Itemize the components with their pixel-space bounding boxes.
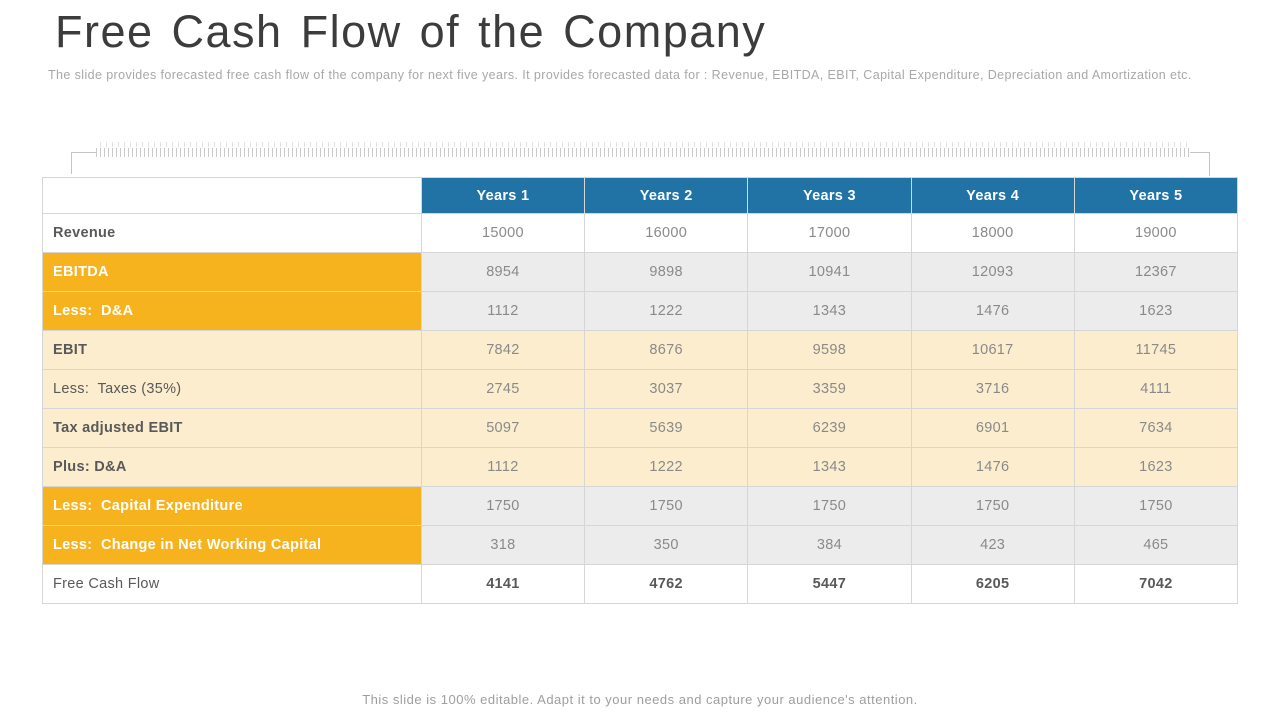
cell-value: 1750 [420,486,586,526]
cell-value: 350 [584,525,749,565]
row-label: Revenue [42,213,422,253]
free-cash-flow-table: Years 1 Years 2 Years 3 Years 4 Years 5 … [42,177,1239,604]
table-body: Revenue 15000 16000 17000 18000 19000 EBITDA 89… [42,213,1239,604]
cell-value: 2745 [420,369,586,409]
cell-value: 9898 [584,252,749,292]
cell-value: 4762 [584,564,749,604]
row-label: Less: Capital Expenditure [42,486,422,526]
cell-value: 3359 [747,369,912,409]
cell-value: 10941 [747,252,912,292]
cell-value: 3716 [910,369,1075,409]
row-label: Less: Change in Net Working Capital [42,525,422,565]
cell-value: 17000 [747,213,912,253]
table-row: Revenue 15000 16000 17000 18000 19000 [42,213,1239,253]
cell-value: 1222 [584,447,749,487]
cell-value: 9598 [747,330,912,370]
cell-value: 11745 [1073,330,1239,370]
cell-value: 15000 [420,213,586,253]
stitch-pattern-strip [96,148,1190,157]
cell-value: 465 [1073,525,1239,565]
row-label: EBITDA [42,252,422,292]
row-label: Less: Taxes (35%) [42,369,422,409]
cell-value: 7042 [1073,564,1239,604]
cell-value: 423 [910,525,1075,565]
cell-value: 1476 [910,291,1075,331]
header-years-5: Years 5 [1073,177,1239,214]
cell-value: 1343 [747,291,912,331]
connector-line-left [71,152,96,174]
cell-value: 1222 [584,291,749,331]
cell-value: 7842 [420,330,586,370]
cell-value: 12093 [910,252,1075,292]
cell-value: 8676 [584,330,749,370]
cell-value: 1112 [420,447,586,487]
table-row: Free Cash Flow 4141 4762 5447 6205 7042 [42,564,1239,604]
connector-line-right [1190,152,1210,176]
row-label: Less: D&A [42,291,422,331]
cell-value: 12367 [1073,252,1239,292]
cell-value: 3037 [584,369,749,409]
header-years-4: Years 4 [910,177,1075,214]
row-label: Plus: D&A [42,447,422,487]
header-years-3: Years 3 [747,177,912,214]
cell-value: 6205 [910,564,1075,604]
cell-value: 8954 [420,252,586,292]
stitch-pattern-faint [100,142,1188,147]
row-label: Free Cash Flow [42,564,422,604]
header-years-2: Years 2 [584,177,749,214]
table-row: Plus: D&A 1112 1222 1343 1476 1623 [42,447,1239,487]
table-row: Less: D&A 1112 1222 1343 1476 1623 [42,291,1239,331]
cell-value: 1750 [1073,486,1239,526]
cell-value: 1750 [747,486,912,526]
header-years-1: Years 1 [420,177,586,214]
row-label: Tax adjusted EBIT [42,408,422,448]
cell-value: 6901 [910,408,1075,448]
cell-value: 1112 [420,291,586,331]
table-row: EBITDA 8954 9898 10941 12093 12367 [42,252,1239,292]
cell-value: 1623 [1073,447,1239,487]
table-header-row: Years 1 Years 2 Years 3 Years 4 Years 5 [42,177,1239,214]
cell-value: 4141 [420,564,586,604]
cell-value: 19000 [1073,213,1239,253]
cell-value: 1623 [1073,291,1239,331]
table-row: Tax adjusted EBIT 5097 5639 6239 6901 7634 [42,408,1239,448]
cell-value: 6239 [747,408,912,448]
table-row: EBIT 7842 8676 9598 10617 11745 [42,330,1239,370]
slide-subtitle: The slide provides forecasted free cash … [48,68,1192,82]
cell-value: 5639 [584,408,749,448]
cell-value: 16000 [584,213,749,253]
cell-value: 5447 [747,564,912,604]
cell-value: 318 [420,525,586,565]
table-row: Less: Taxes (35%) 2745 3037 3359 3716 4111 [42,369,1239,409]
cell-value: 10617 [910,330,1075,370]
cell-value: 1476 [910,447,1075,487]
page-title: Free Cash Flow of the Company [55,6,767,57]
cell-value: 1343 [747,447,912,487]
header-corner-cell [42,177,422,214]
cell-value: 18000 [910,213,1075,253]
slide-footer-note: This slide is 100% editable. Adapt it to… [362,692,918,707]
cell-value: 7634 [1073,408,1239,448]
cell-value: 5097 [420,408,586,448]
cell-value: 1750 [910,486,1075,526]
cell-value: 384 [747,525,912,565]
cell-value: 4111 [1073,369,1239,409]
cell-value: 1750 [584,486,749,526]
table-row: Less: Capital Expenditure 1750 1750 1750 175… [42,486,1239,526]
row-label: EBIT [42,330,422,370]
table-row: Less: Change in Net Working Capital 318 35… [42,525,1239,565]
